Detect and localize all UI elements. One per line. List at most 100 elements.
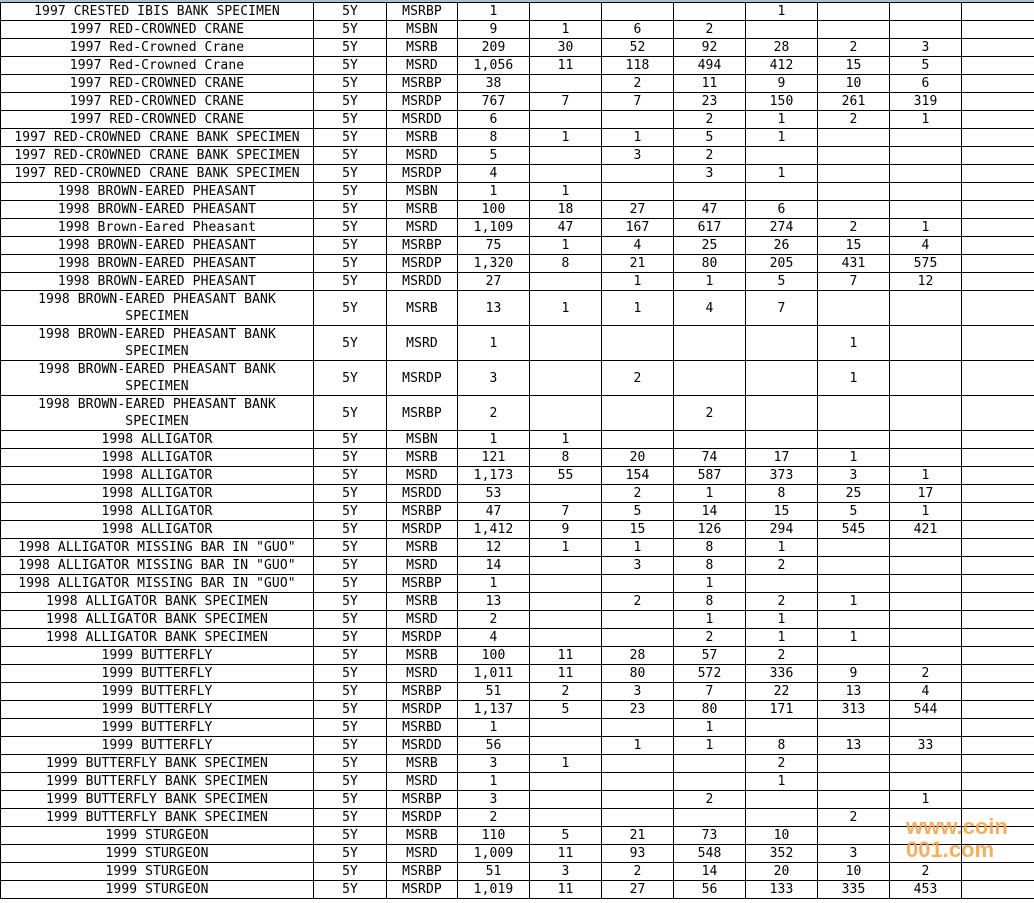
cell-grade-1[interactable] bbox=[529, 74, 602, 93]
cell-grade-3[interactable] bbox=[673, 772, 746, 791]
cell-name[interactable]: 1998 ALLIGATOR bbox=[0, 466, 314, 485]
cell-grade-1[interactable] bbox=[529, 808, 602, 827]
cell-grade-4[interactable] bbox=[745, 325, 818, 361]
cell-grade-7[interactable] bbox=[961, 20, 1034, 39]
cell-type[interactable]: MSRD bbox=[386, 610, 458, 629]
cell-grade-3[interactable]: 2 bbox=[673, 146, 746, 165]
cell-total[interactable]: 1,412 bbox=[457, 520, 530, 539]
cell-grade-1[interactable]: 55 bbox=[529, 466, 602, 485]
cell-grade-7[interactable] bbox=[961, 236, 1034, 255]
cell-name[interactable]: 1998 ALLIGATOR MISSING BAR IN "GUO" bbox=[0, 574, 314, 593]
cell-grade-5[interactable]: 2 bbox=[817, 218, 890, 237]
cell-grade-2[interactable]: 2 bbox=[601, 592, 674, 611]
cell-grade-4[interactable]: 150 bbox=[745, 92, 818, 111]
cell-denomination[interactable]: 5Y bbox=[313, 360, 387, 396]
cell-grade-5[interactable]: 5 bbox=[817, 502, 890, 521]
cell-denomination[interactable]: 5Y bbox=[313, 754, 387, 773]
cell-grade-2[interactable]: 2 bbox=[601, 74, 674, 93]
cell-grade-4[interactable]: 10 bbox=[745, 826, 818, 845]
cell-grade-4[interactable]: 2 bbox=[745, 556, 818, 575]
cell-name[interactable]: 1997 RED-CROWNED CRANE BANK SPECIMEN bbox=[0, 164, 314, 183]
cell-grade-4[interactable]: 9 bbox=[745, 74, 818, 93]
cell-grade-7[interactable] bbox=[961, 790, 1034, 809]
cell-grade-1[interactable]: 18 bbox=[529, 200, 602, 219]
cell-grade-1[interactable] bbox=[529, 110, 602, 129]
cell-denomination[interactable]: 5Y bbox=[313, 484, 387, 503]
cell-type[interactable]: MSRDP bbox=[386, 360, 458, 396]
cell-denomination[interactable]: 5Y bbox=[313, 448, 387, 467]
cell-grade-3[interactable]: 126 bbox=[673, 520, 746, 539]
cell-grade-6[interactable] bbox=[889, 538, 962, 557]
cell-grade-4[interactable] bbox=[745, 146, 818, 165]
cell-type[interactable]: MSRB bbox=[386, 290, 458, 326]
cell-total[interactable]: 2 bbox=[457, 808, 530, 827]
cell-name[interactable]: 1998 ALLIGATOR bbox=[0, 502, 314, 521]
cell-type[interactable]: MSRDD bbox=[386, 484, 458, 503]
cell-total[interactable]: 1 bbox=[457, 430, 530, 449]
cell-total[interactable]: 13 bbox=[457, 592, 530, 611]
cell-grade-3[interactable]: 1 bbox=[673, 484, 746, 503]
cell-grade-1[interactable]: 7 bbox=[529, 92, 602, 111]
cell-grade-2[interactable]: 1 bbox=[601, 736, 674, 755]
cell-grade-5[interactable]: 2 bbox=[817, 110, 890, 129]
cell-grade-1[interactable]: 1 bbox=[529, 290, 602, 326]
cell-total[interactable]: 51 bbox=[457, 682, 530, 701]
cell-grade-6[interactable]: 1 bbox=[889, 790, 962, 809]
cell-grade-1[interactable]: 1 bbox=[529, 236, 602, 255]
cell-name[interactable]: 1999 BUTTERFLY BANK SPECIMEN bbox=[0, 754, 314, 773]
cell-grade-4[interactable]: 412 bbox=[745, 56, 818, 75]
cell-grade-6[interactable] bbox=[889, 2, 962, 21]
cell-grade-1[interactable]: 1 bbox=[529, 754, 602, 773]
cell-denomination[interactable]: 5Y bbox=[313, 38, 387, 57]
cell-total[interactable]: 56 bbox=[457, 736, 530, 755]
cell-grade-1[interactable]: 11 bbox=[529, 880, 602, 899]
cell-grade-3[interactable] bbox=[673, 808, 746, 827]
cell-grade-2[interactable] bbox=[601, 110, 674, 129]
cell-grade-5[interactable]: 1 bbox=[817, 360, 890, 396]
cell-grade-4[interactable]: 20 bbox=[745, 862, 818, 881]
cell-type[interactable]: MSRD bbox=[386, 466, 458, 485]
cell-grade-2[interactable] bbox=[601, 754, 674, 773]
cell-type[interactable]: MSRD bbox=[386, 218, 458, 237]
cell-denomination[interactable]: 5Y bbox=[313, 808, 387, 827]
cell-grade-5[interactable]: 261 bbox=[817, 92, 890, 111]
cell-grade-5[interactable] bbox=[817, 754, 890, 773]
cell-grade-7[interactable] bbox=[961, 862, 1034, 881]
cell-grade-3[interactable]: 8 bbox=[673, 592, 746, 611]
cell-type[interactable]: MSRB bbox=[386, 38, 458, 57]
cell-grade-3[interactable]: 14 bbox=[673, 862, 746, 881]
cell-grade-1[interactable] bbox=[529, 628, 602, 647]
cell-grade-2[interactable]: 2 bbox=[601, 360, 674, 396]
cell-grade-1[interactable]: 30 bbox=[529, 38, 602, 57]
cell-grade-5[interactable]: 1 bbox=[817, 592, 890, 611]
cell-total[interactable]: 1,019 bbox=[457, 880, 530, 899]
cell-denomination[interactable]: 5Y bbox=[313, 254, 387, 273]
cell-grade-7[interactable] bbox=[961, 2, 1034, 21]
cell-type[interactable]: MSRDD bbox=[386, 110, 458, 129]
cell-type[interactable]: MSBN bbox=[386, 20, 458, 39]
cell-grade-2[interactable] bbox=[601, 182, 674, 201]
cell-total[interactable]: 4 bbox=[457, 164, 530, 183]
cell-total[interactable]: 4 bbox=[457, 628, 530, 647]
cell-grade-1[interactable]: 1 bbox=[529, 430, 602, 449]
cell-grade-1[interactable]: 1 bbox=[529, 182, 602, 201]
cell-grade-6[interactable]: 1 bbox=[889, 110, 962, 129]
cell-denomination[interactable]: 5Y bbox=[313, 146, 387, 165]
cell-name[interactable]: 1998 BROWN-EARED PHEASANT bbox=[0, 254, 314, 273]
cell-grade-4[interactable]: 1 bbox=[745, 628, 818, 647]
cell-grade-2[interactable]: 23 bbox=[601, 700, 674, 719]
cell-grade-2[interactable] bbox=[601, 628, 674, 647]
cell-grade-3[interactable]: 80 bbox=[673, 254, 746, 273]
cell-grade-3[interactable]: 11 bbox=[673, 74, 746, 93]
cell-grade-1[interactable] bbox=[529, 772, 602, 791]
cell-type[interactable]: MSRD bbox=[386, 56, 458, 75]
cell-grade-4[interactable]: 1 bbox=[745, 538, 818, 557]
cell-grade-7[interactable] bbox=[961, 664, 1034, 683]
cell-grade-5[interactable] bbox=[817, 556, 890, 575]
cell-grade-3[interactable]: 1 bbox=[673, 574, 746, 593]
cell-grade-6[interactable] bbox=[889, 718, 962, 737]
cell-grade-3[interactable]: 80 bbox=[673, 700, 746, 719]
cell-name[interactable]: 1997 RED-CROWNED CRANE bbox=[0, 92, 314, 111]
cell-total[interactable]: 1 bbox=[457, 182, 530, 201]
cell-grade-1[interactable] bbox=[529, 325, 602, 361]
